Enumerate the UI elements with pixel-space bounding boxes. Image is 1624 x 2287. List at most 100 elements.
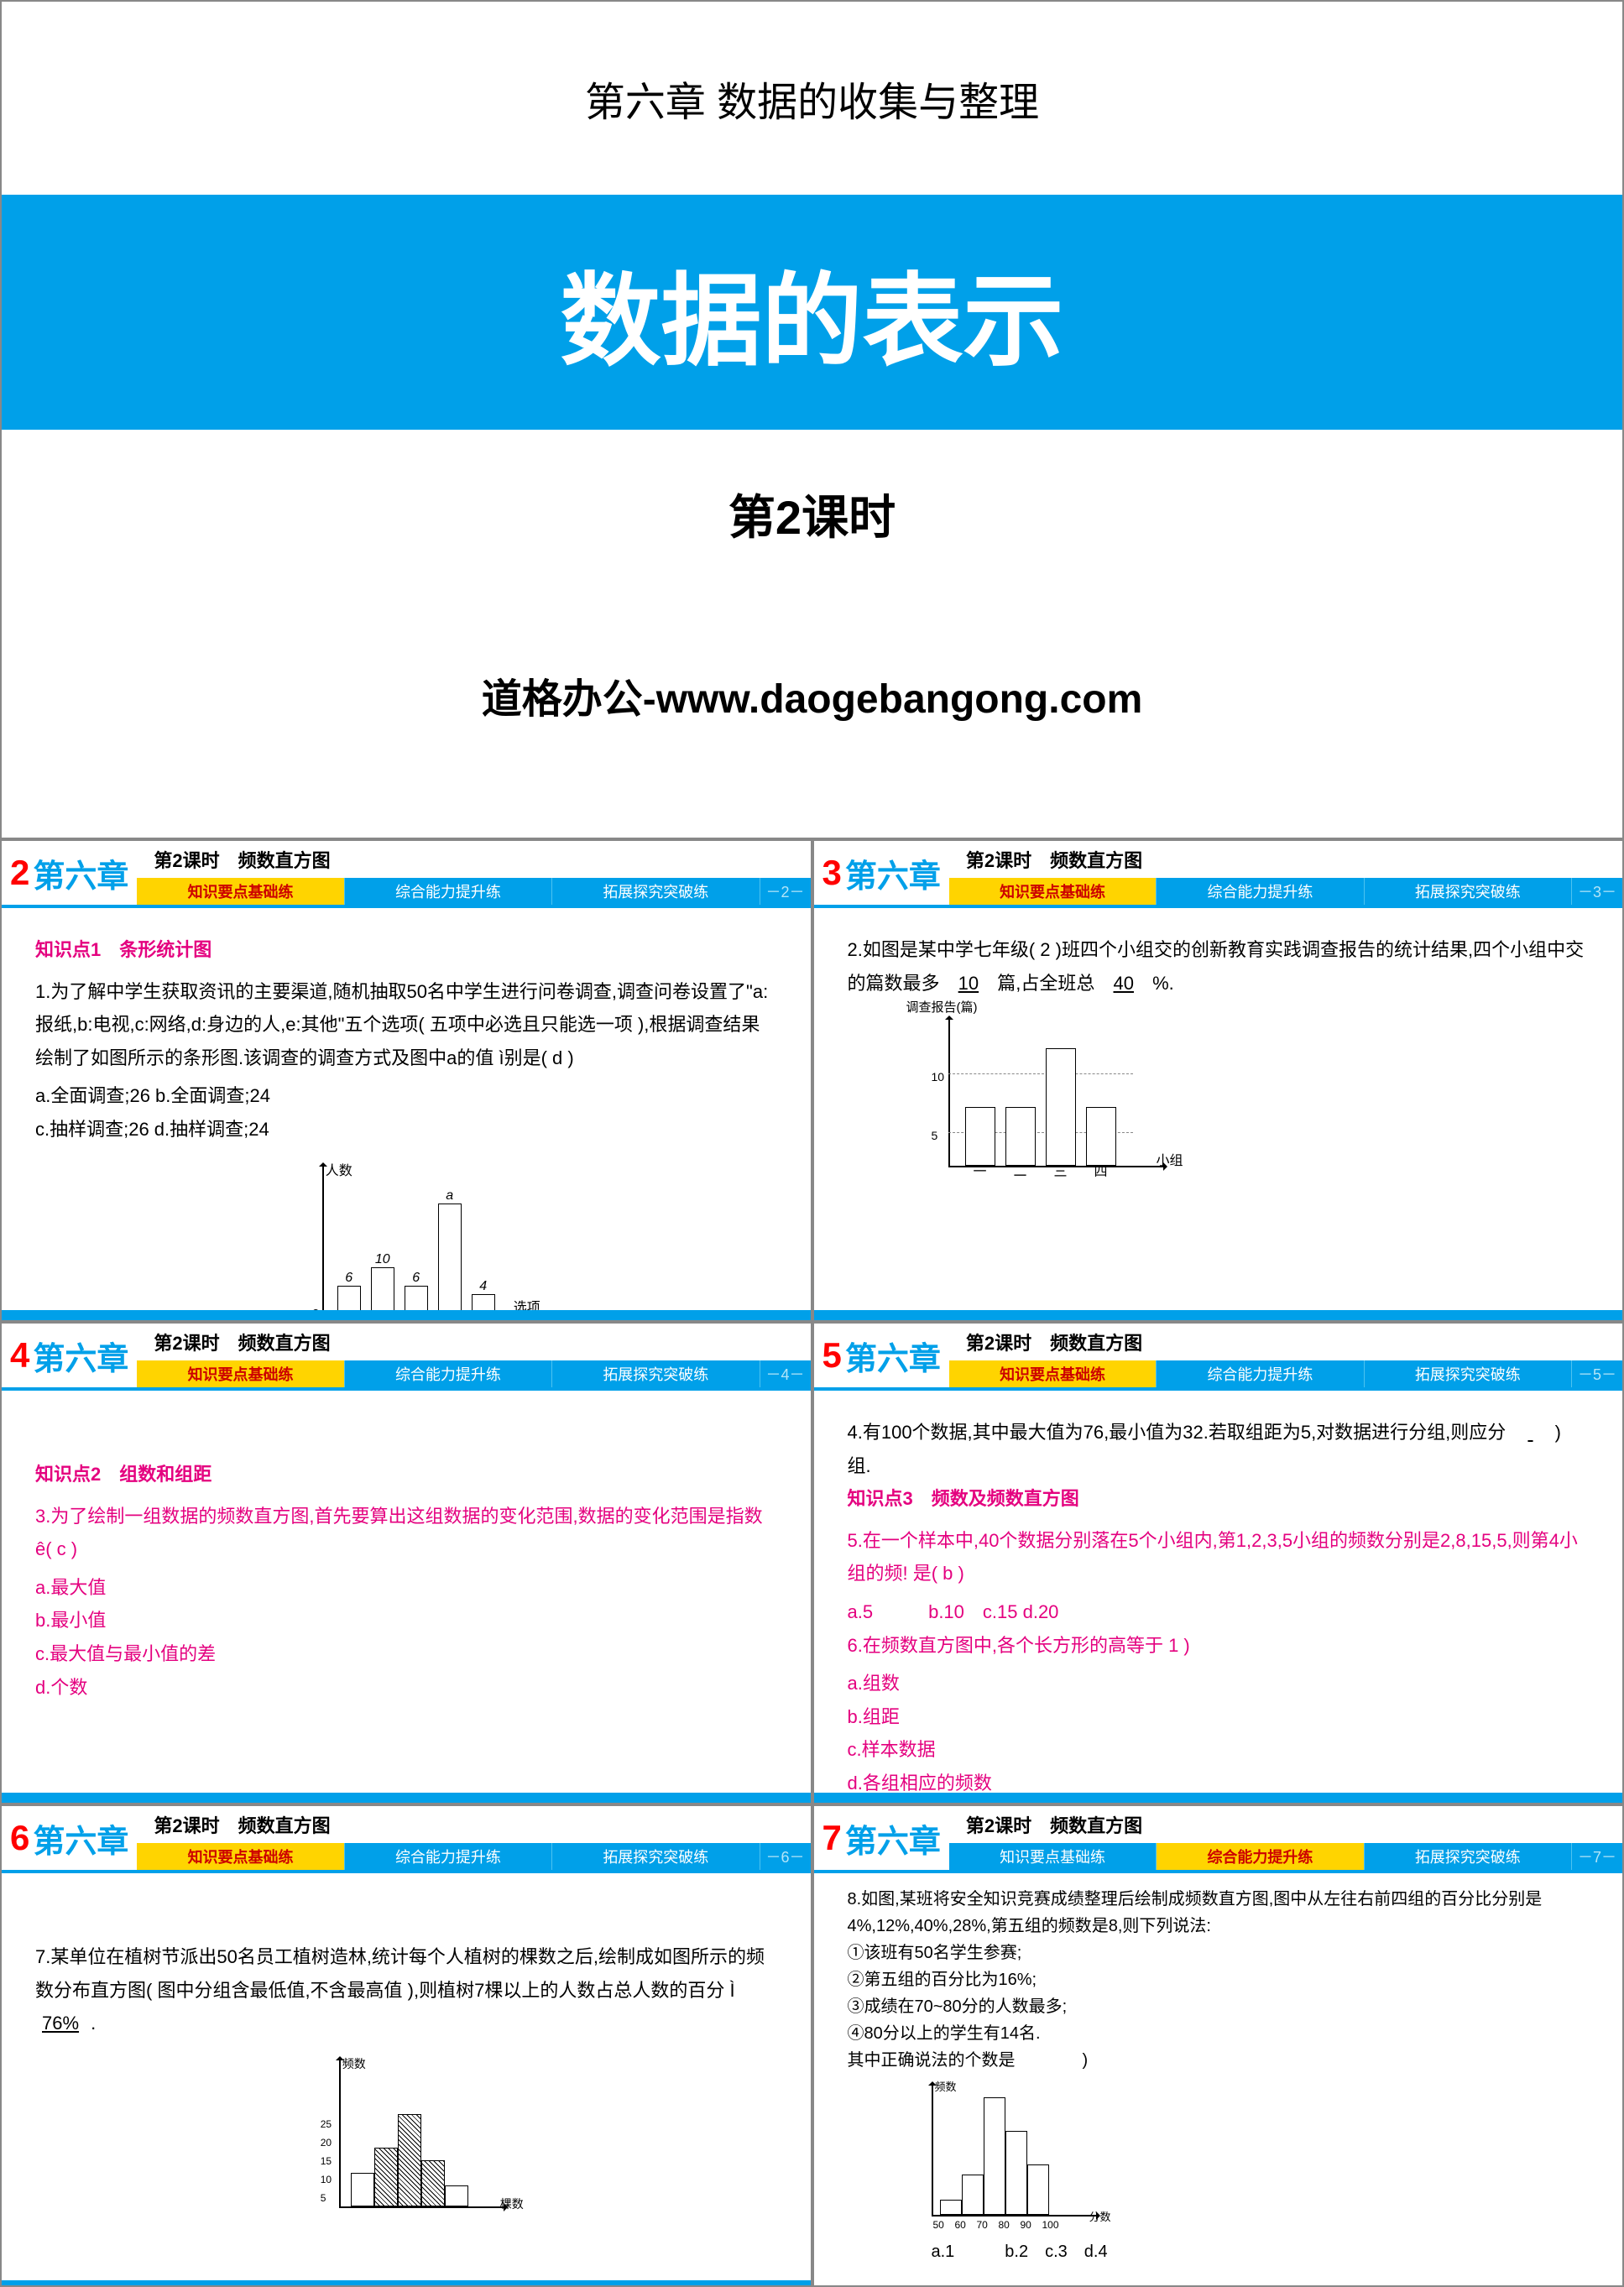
footer-bar xyxy=(2,1793,811,1803)
tab-explore[interactable]: 拓展探究突破练 xyxy=(552,878,760,905)
knowledge-point: 知识点3 频数及频数直方图 xyxy=(848,1482,1590,1516)
lesson-header: 第2课时 频数直方图 xyxy=(137,841,810,878)
chapter-label: 第六章 xyxy=(845,1333,941,1379)
q8-item-2: ②第五组的百分比为16%; xyxy=(848,1966,1590,1993)
content: 知识点2 组数和组距 3.为了绘制一组数据的频数直方图,首先要算出这组数据的变化… xyxy=(2,1391,811,1729)
question-1: 1.为了解中学生获取资讯的主要渠道,随机抽取50名中学生进行问卷调查,调查问卷设… xyxy=(35,975,777,1075)
lesson-header: 第2课时 频数直方图 xyxy=(949,1806,1622,1843)
q8-item-3: ③成绩在70~80分的人数最多; xyxy=(848,1993,1590,2020)
tab-explore[interactable]: 拓展探究突破练 xyxy=(552,1843,760,1870)
tabs: 知识要点基础练 综合能力提升练 拓展探究突破练 －6－ xyxy=(137,1843,810,1870)
question-6: 6.在频数直方图中,各个长方形的高等于 1 ) xyxy=(848,1629,1590,1663)
options: a.1 b.2 c.3 d.4 xyxy=(932,2238,1590,2265)
lesson-number: 第2课时 xyxy=(728,480,896,548)
question-4: 4.有100个数据,其中最大值为76,最小值为32.若取组距为5,对数据进行分组… xyxy=(848,1416,1590,1482)
footer-bar xyxy=(814,1793,1623,1803)
chapter-badge: 2 第六章 xyxy=(2,841,137,905)
slide-4: 4 第六章 第2课时 频数直方图 知识要点基础练 综合能力提升练 拓展探究突破练… xyxy=(0,1322,812,1804)
tabs: 知识要点基础练 综合能力提升练 拓展探究突破练 －7－ xyxy=(949,1843,1622,1870)
tab-explore[interactable]: 拓展探究突破练 xyxy=(1365,1843,1572,1870)
page-number: －7－ xyxy=(1572,1843,1622,1870)
tabs: 知识要点基础练 综合能力提升练 拓展探究突破练 －3－ xyxy=(949,878,1622,905)
title-banner: 数据的表示 xyxy=(2,195,1622,430)
chapter-label: 第六章 xyxy=(845,1815,941,1861)
chapter-label: 第六章 xyxy=(33,1333,128,1379)
banner-text: 数据的表示 xyxy=(561,239,1064,385)
chapter-label: 第六章 xyxy=(33,850,128,896)
tab-basic[interactable]: 知识要点基础练 xyxy=(137,1360,344,1387)
content: 8.如图,某班将安全知识竞赛成绩整理后绘制成频数直方图,图中从左往右前四组的百分… xyxy=(814,1873,1623,2278)
question-8-intro: 8.如图,某班将安全知识竞赛成绩整理后绘制成频数直方图,图中从左往右前四组的百分… xyxy=(848,1886,1590,1940)
slide-number: 5 xyxy=(822,1335,842,1376)
chapter-badge: 6 第六章 xyxy=(2,1806,137,1870)
tab-advanced[interactable]: 综合能力提升练 xyxy=(1157,1843,1364,1870)
page-number: －4－ xyxy=(760,1360,811,1387)
tab-basic[interactable]: 知识要点基础练 xyxy=(137,878,344,905)
options: a.全面调查;26 b.全面调查;24 c.抽样调查;26 d.抽样调查;24 xyxy=(35,1079,777,1146)
options-6: a.组数 b.组距 c.样本数据 d.各组相应的频数 xyxy=(848,1667,1590,1799)
q8-item-4: ④80分以上的学生有14名. xyxy=(848,2020,1590,2047)
tabs: 知识要点基础练 综合能力提升练 拓展探究突破练 －5－ xyxy=(949,1360,1622,1387)
slide-header: 4 第六章 第2课时 频数直方图 知识要点基础练 综合能力提升练 拓展探究突破练… xyxy=(2,1324,811,1391)
footer-bar xyxy=(2,1310,811,1320)
slide-7: 7 第六章 第2课时 频数直方图 知识要点基础练 综合能力提升练 拓展探究突破练… xyxy=(812,1804,1624,2287)
lesson-header: 第2课时 频数直方图 xyxy=(949,841,1622,878)
options: a.最大值 b.最小值 c.最大值与最小值的差 d.个数 xyxy=(35,1571,777,1704)
title-slide: 第六章 数据的收集与整理 数据的表示 第2课时 道格办公-www.daogeba… xyxy=(0,0,1624,839)
chapter-badge: 5 第六章 xyxy=(814,1324,949,1387)
chapter-title: 第六章 数据的收集与整理 xyxy=(585,69,1039,128)
slide-number: 2 xyxy=(10,853,29,893)
tab-explore[interactable]: 拓展探究突破练 xyxy=(1365,878,1572,905)
tab-basic[interactable]: 知识要点基础练 xyxy=(949,878,1157,905)
tab-advanced[interactable]: 综合能力提升练 xyxy=(345,1843,552,1870)
slides-grid: 2 第六章 第2课时 频数直方图 知识要点基础练 综合能力提升练 拓展探究突破练… xyxy=(0,839,1624,2287)
tab-basic[interactable]: 知识要点基础练 xyxy=(949,1360,1157,1387)
slide-header: 5 第六章 第2课时 频数直方图 知识要点基础练 综合能力提升练 拓展探究突破练… xyxy=(814,1324,1623,1391)
slide-number: 6 xyxy=(10,1818,29,1858)
tab-explore[interactable]: 拓展探究突破练 xyxy=(1365,1360,1572,1387)
chapter-badge: 3 第六章 xyxy=(814,841,949,905)
footer-bar xyxy=(2,2280,811,2285)
slide-5: 5 第六章 第2课时 频数直方图 知识要点基础练 综合能力提升练 拓展探究突破练… xyxy=(812,1322,1624,1804)
chapter-badge: 4 第六章 xyxy=(2,1324,137,1387)
bar-chart: 人数选项 06A10B6CaD4E xyxy=(35,1163,777,1322)
tabs: 知识要点基础练 综合能力提升练 拓展探究突破练 －4－ xyxy=(137,1360,810,1387)
chapter-label: 第六章 xyxy=(33,1815,128,1861)
histogram: 频数 分数5060708090100 xyxy=(898,2082,1590,2233)
page-number: －2－ xyxy=(760,878,811,905)
question-3: 3.为了绘制一组数据的频数直方图,首先要算出这组数据的变化范围,数据的变化范围是… xyxy=(35,1500,777,1566)
content: 7.某单位在植树节派出50名员工植树造林,统计每个人植树的棵数之后,绘制成如图所… xyxy=(2,1873,811,2250)
slide-header: 7 第六章 第2课时 频数直方图 知识要点基础练 综合能力提升练 拓展探究突破练… xyxy=(814,1806,1623,1873)
slide-header: 2 第六章 第2课时 频数直方图 知识要点基础练 综合能力提升练 拓展探究突破练… xyxy=(2,841,811,908)
tab-basic[interactable]: 知识要点基础练 xyxy=(949,1843,1157,1870)
lesson-header: 第2课时 频数直方图 xyxy=(949,1324,1622,1360)
content: 4.有100个数据,其中最大值为76,最小值为32.若取组距为5,对数据进行分组… xyxy=(814,1391,1623,1804)
slide-number: 7 xyxy=(822,1818,842,1858)
watermark: 道格办公-www.daogebangong.com xyxy=(482,666,1143,724)
page-number: －3－ xyxy=(1572,878,1622,905)
page-number: －6－ xyxy=(760,1843,811,1870)
tab-explore[interactable]: 拓展探究突破练 xyxy=(552,1360,760,1387)
tab-advanced[interactable]: 综合能力提升练 xyxy=(1157,878,1364,905)
lesson-header: 第2课时 频数直方图 xyxy=(137,1806,810,1843)
tab-advanced[interactable]: 综合能力提升练 xyxy=(1157,1360,1364,1387)
knowledge-point: 知识点2 组数和组距 xyxy=(35,1458,777,1491)
page-number: －5－ xyxy=(1572,1360,1622,1387)
slide-3: 3 第六章 第2课时 频数直方图 知识要点基础练 综合能力提升练 拓展探究突破练… xyxy=(812,839,1624,1322)
content: 知识点1 条形统计图 1.为了解中学生获取资讯的主要渠道,随机抽取50名中学生进… xyxy=(2,908,811,1322)
options-5: a.5 b.10 c.15 d.20 xyxy=(848,1595,1590,1629)
chapter-label: 第六章 xyxy=(845,850,941,896)
chapter-badge: 7 第六章 xyxy=(814,1806,949,1870)
tabs: 知识要点基础练 综合能力提升练 拓展探究突破练 －2－ xyxy=(137,878,810,905)
tab-advanced[interactable]: 综合能力提升练 xyxy=(345,1360,552,1387)
tab-advanced[interactable]: 综合能力提升练 xyxy=(345,878,552,905)
lesson-header: 第2课时 频数直方图 xyxy=(137,1324,810,1360)
bar-chart: 调查报告(篇) 小组5 10 一二三四 xyxy=(915,1016,1590,1184)
slide-header: 3 第六章 第2课时 频数直方图 知识要点基础练 综合能力提升练 拓展探究突破练… xyxy=(814,841,1623,908)
slide-2: 2 第六章 第2课时 频数直方图 知识要点基础练 综合能力提升练 拓展探究突破练… xyxy=(0,839,812,1322)
slide-number: 4 xyxy=(10,1335,29,1376)
question-7: 7.某单位在植树节派出50名员工植树造林,统计每个人植树的棵数之后,绘制成如图所… xyxy=(35,1940,777,2040)
tab-basic[interactable]: 知识要点基础练 xyxy=(137,1843,344,1870)
content: 2.如图是某中学七年级( 2 )班四个小组交的创新教育实践调查报告的统计结果,四… xyxy=(814,908,1623,1209)
q8-ask: 其中正确说法的个数是 ) xyxy=(848,2047,1590,2074)
